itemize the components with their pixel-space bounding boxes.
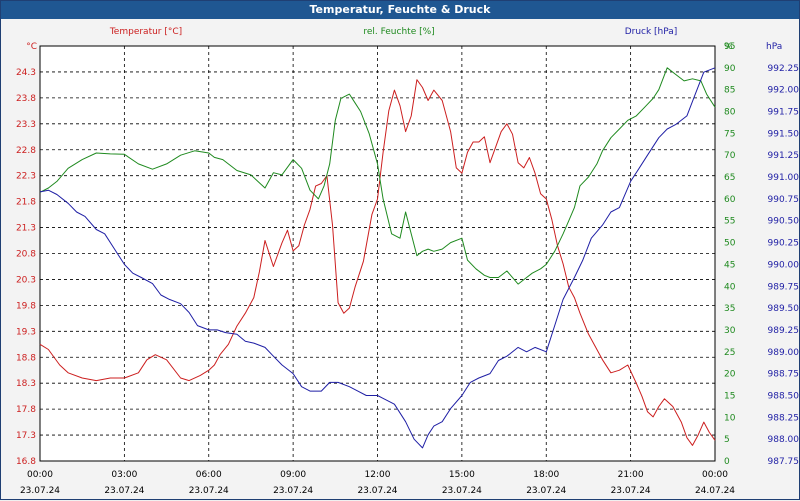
x-tick-date: 24.07.24	[695, 486, 735, 496]
pressure-tick: 988.75	[768, 370, 800, 380]
humidity-tick: 5	[724, 435, 730, 445]
x-tick-time: 00:00	[702, 470, 728, 480]
temperature-tick: 19.3	[16, 327, 36, 337]
pressure-tick: 990.50	[768, 217, 800, 227]
humidity-tick: 95	[724, 42, 735, 52]
x-tick-time: 06:00	[196, 470, 222, 480]
temperature-tick: 19.8	[16, 301, 36, 311]
pressure-tick: 990.25	[768, 239, 800, 249]
x-tick-date: 23.07.24	[442, 486, 482, 496]
pressure-tick: 989.25	[768, 326, 800, 336]
pressure-tick: 990.00	[768, 260, 800, 270]
pressure-tick: 989.50	[768, 304, 800, 314]
temperature-tick: 17.3	[16, 431, 36, 441]
humidity-tick: 60	[724, 195, 736, 205]
series-layer	[39, 67, 716, 449]
pressure-tick: 988.00	[768, 435, 800, 445]
temperature-tick: 23.3	[16, 120, 36, 130]
temperature-tick: 23.8	[16, 94, 36, 104]
pressure-line	[39, 67, 716, 449]
humidity-tick: 15	[724, 391, 735, 401]
humidity-tick: 10	[724, 413, 736, 423]
humidity-tick: 80	[724, 108, 736, 118]
x-tick-date: 23.07.24	[20, 486, 60, 496]
pressure-tick: 992.00	[768, 86, 800, 96]
temperature-tick: 21.8	[16, 198, 36, 208]
x-tick-date: 23.07.24	[273, 486, 313, 496]
x-tick-date: 23.07.24	[526, 486, 566, 496]
humidity-tick: 40	[724, 282, 736, 292]
humidity-tick: 20	[724, 370, 736, 380]
temperature-tick: 18.3	[16, 379, 36, 389]
window-title: Temperatur, Feuchte & Druck	[1, 1, 799, 19]
humidity-tick: 25	[724, 348, 735, 358]
x-tick-time: 12:00	[365, 470, 391, 480]
pressure-header: Druck [hPa]	[625, 27, 678, 37]
humidity-tick: 50	[724, 239, 736, 249]
humidity-tick: 70	[724, 151, 736, 161]
pressure-tick: 989.00	[768, 348, 800, 358]
temperature-tick: 18.8	[16, 353, 36, 363]
humidity-line	[39, 67, 716, 285]
x-tick-date: 23.07.24	[611, 486, 651, 496]
humidity-tick: 30	[724, 326, 736, 336]
temperature-unit: °C	[26, 42, 37, 52]
x-tick-time: 09:00	[280, 470, 306, 480]
pressure-tick: 991.25	[768, 151, 800, 161]
x-tick-time: 03:00	[111, 470, 137, 480]
humidity-tick: 35	[724, 304, 735, 314]
humidity-header: rel. Feuchte [%]	[363, 27, 434, 37]
humidity-tick: 55	[724, 217, 735, 227]
temperature-header: Temperatur [°C]	[109, 27, 182, 37]
pressure-tick: 991.00	[768, 173, 800, 183]
temperature-tick: 24.3	[16, 68, 36, 78]
x-tick-time: 00:00	[27, 470, 53, 480]
temperature-tick: 22.3	[16, 172, 36, 182]
humidity-tick: 45	[724, 260, 735, 270]
pressure-tick: 991.75	[768, 108, 800, 118]
temperature-tick: 16.8	[16, 457, 36, 467]
humidity-tick: 0	[724, 457, 730, 467]
temperature-tick: 17.8	[16, 405, 36, 415]
temperature-tick: 20.8	[16, 250, 36, 260]
temperature-tick: 20.3	[16, 275, 36, 285]
pressure-tick: 991.50	[768, 129, 800, 139]
humidity-tick: 90	[724, 64, 736, 74]
pressure-tick: 989.75	[768, 282, 800, 292]
temperature-line	[39, 79, 716, 446]
axis-labels: 00:00 23.07.24 03:00 23.07.24 06:00 23.07.24 0…	[16, 27, 799, 496]
pressure-tick: 990.75	[768, 195, 800, 205]
x-tick-date: 23.07.24	[189, 486, 229, 496]
pressure-tick: 992.25	[768, 64, 800, 74]
pressure-tick: 987.75	[768, 457, 800, 467]
humidity-tick: 85	[724, 86, 735, 96]
x-tick-time: 15:00	[449, 470, 475, 480]
pressure-tick: 988.25	[768, 413, 800, 423]
humidity-unit: %	[724, 42, 733, 52]
x-tick-date: 23.07.24	[357, 486, 397, 496]
pressure-unit: hPa	[766, 42, 782, 52]
pressure-tick: 988.50	[768, 391, 800, 401]
humidity-tick: 65	[724, 173, 735, 183]
humidity-tick: 75	[724, 129, 735, 139]
grid-lines	[40, 45, 715, 461]
temperature-tick: 22.8	[16, 146, 36, 156]
temperature-tick: 21.3	[16, 224, 36, 234]
x-tick-time: 21:00	[618, 470, 644, 480]
x-tick-time: 18:00	[533, 470, 559, 480]
x-tick-date: 23.07.24	[104, 486, 144, 496]
